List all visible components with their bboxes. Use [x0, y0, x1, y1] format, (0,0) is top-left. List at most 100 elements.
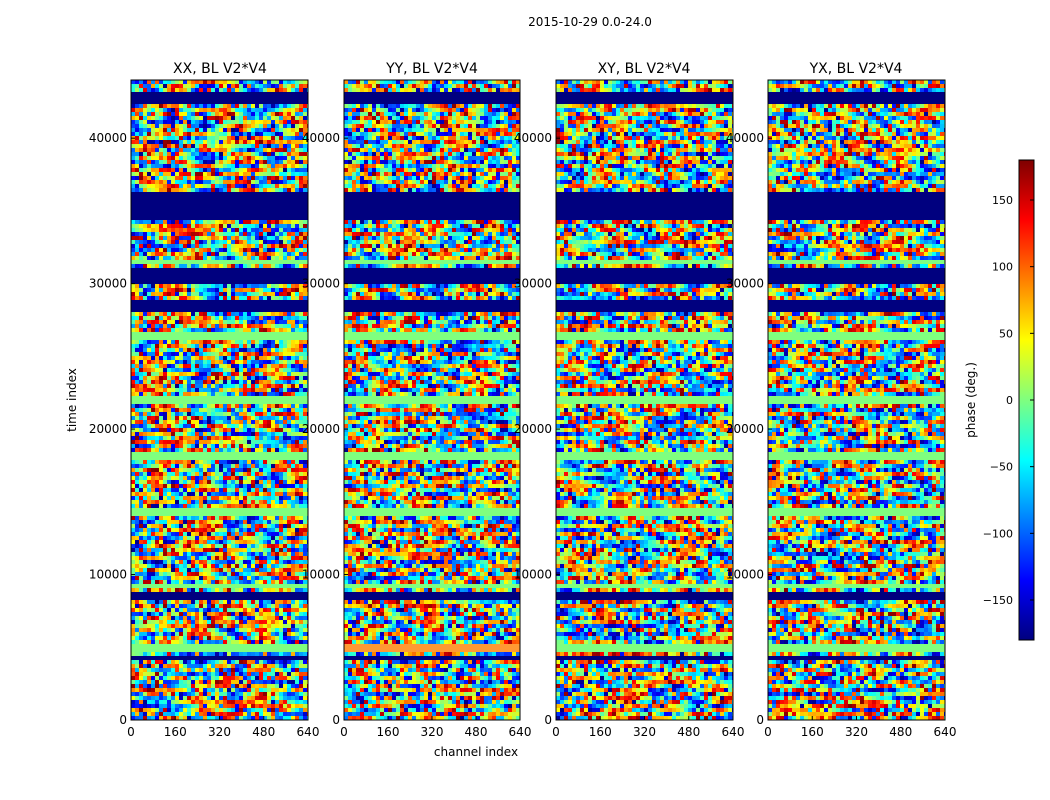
heatmap-cell: [199, 484, 203, 488]
heatmap-cell: [135, 324, 139, 328]
heatmap-cell: [223, 160, 227, 164]
heatmap-cell: [239, 256, 243, 260]
heatmap-cell: [147, 476, 151, 480]
heatmap-cell: [151, 624, 155, 628]
heatmap-cell: [191, 132, 195, 136]
heatmap-cell: [215, 384, 219, 388]
heatmap-cell: [199, 360, 203, 364]
heatmap-cell: [183, 180, 187, 184]
heatmap-cell: [151, 116, 155, 120]
heatmap-cell: [143, 568, 147, 572]
heatmap-cell: [271, 248, 275, 252]
heatmap-cell: [207, 148, 211, 152]
heatmap-cell: [231, 324, 235, 328]
heatmap-cell: [171, 492, 175, 496]
heatmap-cell: [263, 144, 267, 148]
heatmap-cell: [267, 544, 271, 548]
heatmap-cell: [143, 624, 147, 628]
heatmap-cell: [279, 504, 283, 508]
heatmap-cell: [139, 620, 143, 624]
heatmap-cell: [271, 144, 275, 148]
heatmap-cell: [231, 220, 235, 224]
heatmap-cell: [283, 288, 287, 292]
heatmap-cell: [135, 116, 139, 120]
heatmap-cell: [255, 256, 259, 260]
heatmap-cell: [179, 264, 183, 268]
heatmap-cell: [295, 412, 299, 416]
heatmap-cell: [163, 132, 167, 136]
heatmap-cell: [231, 488, 235, 492]
heatmap-cell: [151, 572, 155, 576]
heatmap-cell: [163, 316, 167, 320]
heatmap-cell: [267, 536, 271, 540]
heatmap-cell: [247, 112, 251, 116]
heatmap-cell: [175, 288, 179, 292]
heatmap-row: [131, 412, 308, 416]
heatmap-cell: [135, 416, 139, 420]
heatmap-cell: [243, 492, 247, 496]
heatmap-cell: [139, 448, 143, 452]
heatmap-cell: [195, 380, 199, 384]
heatmap-cell: [139, 248, 143, 252]
heatmap-cell: [191, 412, 195, 416]
heatmap-cell: [247, 128, 251, 132]
heatmap-cell: [151, 188, 155, 192]
heatmap-cell: [199, 444, 203, 448]
heatmap-cell: [223, 124, 227, 128]
heatmap-cell: [247, 288, 251, 292]
heatmap-cell: [259, 476, 263, 480]
heatmap-cell: [279, 224, 283, 228]
heatmap-cell: [287, 316, 291, 320]
heatmap-cell: [187, 480, 191, 484]
heatmap-cell: [231, 388, 235, 392]
heatmap-cell: [243, 124, 247, 128]
heatmap-cell: [295, 244, 299, 248]
heatmap-cell: [303, 412, 307, 416]
heatmap-cell: [223, 152, 227, 156]
heatmap-cell: [147, 624, 151, 628]
heatmap-cell: [211, 140, 215, 144]
heatmap-cell: [263, 620, 267, 624]
heatmap-row: [131, 280, 308, 284]
heatmap-cell: [159, 256, 163, 260]
heatmap-cell: [235, 600, 239, 604]
heatmap-cell: [267, 232, 271, 236]
heatmap-cell: [215, 572, 219, 576]
heatmap-cell: [235, 160, 239, 164]
heatmap-cell: [159, 488, 163, 492]
heatmap-cell: [215, 428, 219, 432]
heatmap-cell: [295, 264, 299, 268]
heatmap-cell: [139, 348, 143, 352]
heatmap-cell: [147, 368, 151, 372]
heatmap-cell: [195, 484, 199, 488]
heatmap-cell: [235, 580, 239, 584]
heatmap-cell: [155, 172, 159, 176]
heatmap-cell: [191, 524, 195, 528]
heatmap-cell: [215, 540, 219, 544]
heatmap-cell: [255, 384, 259, 388]
heatmap-cell: [147, 380, 151, 384]
heatmap-cell: [299, 556, 303, 560]
heatmap-cell: [251, 152, 255, 156]
heatmap-cell: [183, 484, 187, 488]
heatmap-cell: [271, 116, 275, 120]
heatmap-row: [131, 324, 308, 328]
heatmap-cell: [227, 492, 231, 496]
heatmap-cell: [231, 344, 235, 348]
heatmap-cell: [243, 284, 247, 288]
heatmap-cell: [263, 560, 267, 564]
heatmap-cell: [283, 228, 287, 232]
heatmap-cell: [139, 236, 143, 240]
heatmap-cell: [219, 420, 223, 424]
heatmap-cell: [227, 368, 231, 372]
heatmap-cell: [295, 480, 299, 484]
heatmap-row: [131, 252, 308, 256]
heatmap-cell: [151, 408, 155, 412]
heatmap-cell: [243, 380, 247, 384]
heatmap-cell: [291, 292, 295, 296]
heatmap-cell: [219, 476, 223, 480]
heatmap-cell: [303, 580, 307, 584]
heatmap-cell: [243, 356, 247, 360]
heatmap-cell: [203, 312, 207, 316]
heatmap-cell: [303, 128, 307, 132]
